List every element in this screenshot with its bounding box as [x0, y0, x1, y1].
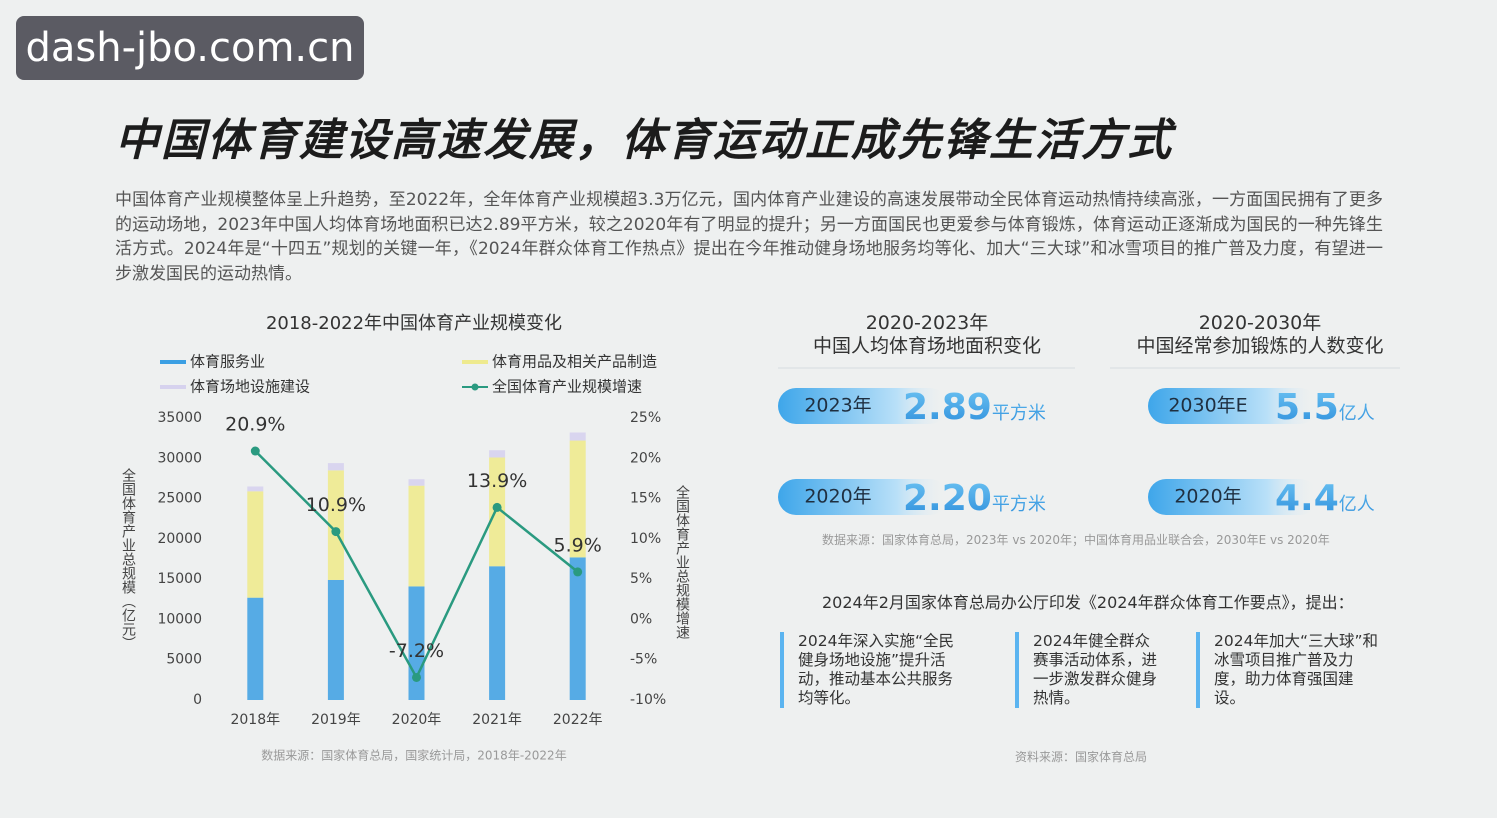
y-tick-label: 10000: [157, 611, 202, 627]
stat-number: 5.5: [1275, 387, 1339, 428]
value-label: 10.9%: [306, 494, 366, 516]
bar-segment: [327, 579, 344, 700]
chart-source: 数据来源：国家体育总局，国家统计局，2018年-2022年: [261, 748, 566, 763]
x-tick-label: 2020年: [392, 712, 442, 728]
stat-number: 4.4: [1275, 478, 1339, 519]
x-tick-label: 2019年: [311, 712, 361, 728]
stat-title-line: 2020-2030年: [1198, 312, 1322, 334]
bar-segment: [247, 491, 264, 598]
year-pill: [1148, 479, 1318, 515]
stat-title-line: 2020-2023年: [865, 312, 989, 334]
point: [412, 672, 421, 682]
bar-segment: [569, 557, 586, 700]
chart-title: 2018-2022年中国体育产业规模变化: [266, 313, 562, 334]
y2-tick-label: 5%: [630, 571, 652, 587]
y-tick-label: 25000: [157, 491, 202, 507]
stat-title-line: 中国人均体育场地面积变化: [812, 335, 1041, 357]
stat-value: 5.5亿人: [1275, 387, 1375, 428]
year-pill: [1148, 388, 1318, 424]
legend-swatch: [160, 360, 186, 364]
y-tick-label: 0: [193, 692, 202, 708]
policy-item: 2024年加大“三大球”和冰雪项目推广普及力度，助力体育强国建设。: [1196, 632, 1379, 708]
x-tick-label: 2018年: [230, 712, 280, 728]
bar-segment: [489, 566, 506, 700]
stat-title-line: 中国经常参加锻炼的人数变化: [1136, 335, 1384, 357]
stat-value: 4.4亿人: [1275, 478, 1375, 519]
y2-tick-label: 20%: [630, 450, 661, 466]
page-title: 中国体育建设高速发展，体育运动正成先锋生活方式: [115, 115, 1173, 166]
bar-segment: [408, 479, 425, 486]
policy-item: 2024年深入实施“全民健身场地设施”提升活动，推动基本公共服务均等化。: [780, 632, 963, 708]
bar-segment: [489, 450, 506, 458]
y-tick-label: 20000: [157, 531, 202, 547]
legend-swatch: [160, 385, 186, 389]
year-label: 2030年E: [1168, 395, 1247, 417]
stat-unit: 亿人: [1339, 403, 1375, 424]
stat-unit: 亿人: [1339, 494, 1375, 515]
legend-label: 体育场地设施建设: [190, 378, 310, 396]
stat-number: 2.89: [903, 387, 992, 428]
value-label: 5.9%: [554, 534, 602, 556]
year-pill: [778, 479, 948, 515]
x-tick-label: 2021年: [472, 712, 522, 728]
y2-tick-label: 10%: [630, 531, 661, 547]
y2-tick-label: 0%: [630, 611, 652, 627]
bar-segment: [247, 597, 264, 700]
bar-segment: [327, 463, 344, 471]
intro-paragraph: 中国体育产业规模整体呈上升趋势，至2022年，全年体育产业规模超3.3万亿元，国…: [115, 190, 1383, 284]
y-tick-label: 5000: [166, 652, 202, 668]
value-label: -7.2%: [389, 640, 444, 662]
stat-unit: 平方米: [992, 494, 1046, 515]
y2-tick-label: -5%: [630, 652, 657, 668]
point: [331, 527, 341, 537]
y2-axis-label: 全国体育产业总规模增速: [674, 484, 690, 640]
year-pill: [778, 388, 948, 424]
stat-title: 2020-2030年 中国经常参加锻炼的人数变化: [1090, 312, 1430, 358]
x-tick-label: 2022年: [553, 712, 603, 728]
stat-value: 2.89平方米: [903, 387, 1046, 428]
stat-value: 2.20平方米: [903, 478, 1046, 519]
point: [250, 446, 260, 456]
y2-tick-label: 25%: [630, 410, 661, 426]
legend-dot: [471, 383, 479, 391]
year-label: 2023年: [804, 395, 871, 417]
value-label: 13.9%: [467, 470, 527, 492]
legend-label: 体育服务业: [190, 353, 265, 371]
bar-segment: [408, 485, 425, 587]
policy-source: 资料来源：国家体育总局: [1015, 750, 1148, 764]
legend-label: 体育用品及相关产品制造: [492, 353, 657, 371]
policy-intro: 2024年2月国家体育总局办公厅印发《2024年群众体育工作要点》，提出：: [822, 593, 1354, 612]
y-axis-label: 全国体育产业总规模（亿元）: [120, 467, 136, 650]
stat-title: 2020-2023年 中国人均体育场地面积变化: [757, 312, 1097, 358]
stat-number: 2.20: [903, 478, 992, 519]
watermark: dash-jbo.com.cn: [16, 16, 364, 80]
legend-swatch: [462, 360, 488, 364]
stat-unit: 平方米: [992, 403, 1046, 424]
bar-segment: [569, 440, 586, 558]
y-tick-label: 30000: [157, 450, 202, 466]
y-tick-label: 15000: [157, 571, 202, 587]
year-label: 2020年: [804, 486, 871, 508]
policy-item: 2024年健全群众赛事活动体系，进一步激发群众健身热情。: [1015, 632, 1163, 708]
legend-label: 全国体育产业规模增速: [492, 378, 642, 396]
point: [492, 502, 502, 512]
stats-source: 数据来源：国家体育总局，2023年 vs 2020年；中国体育用品业联合会，20…: [822, 533, 1330, 547]
bar-segment: [247, 486, 264, 492]
bar-segment: [327, 470, 344, 580]
bar-segment: [569, 432, 586, 441]
y2-tick-label: -10%: [630, 692, 666, 708]
y2-tick-label: 15%: [630, 491, 661, 507]
value-label: 20.9%: [225, 414, 285, 436]
year-label: 2020年: [1174, 486, 1241, 508]
point: [573, 567, 583, 577]
y-tick-label: 35000: [157, 410, 202, 426]
